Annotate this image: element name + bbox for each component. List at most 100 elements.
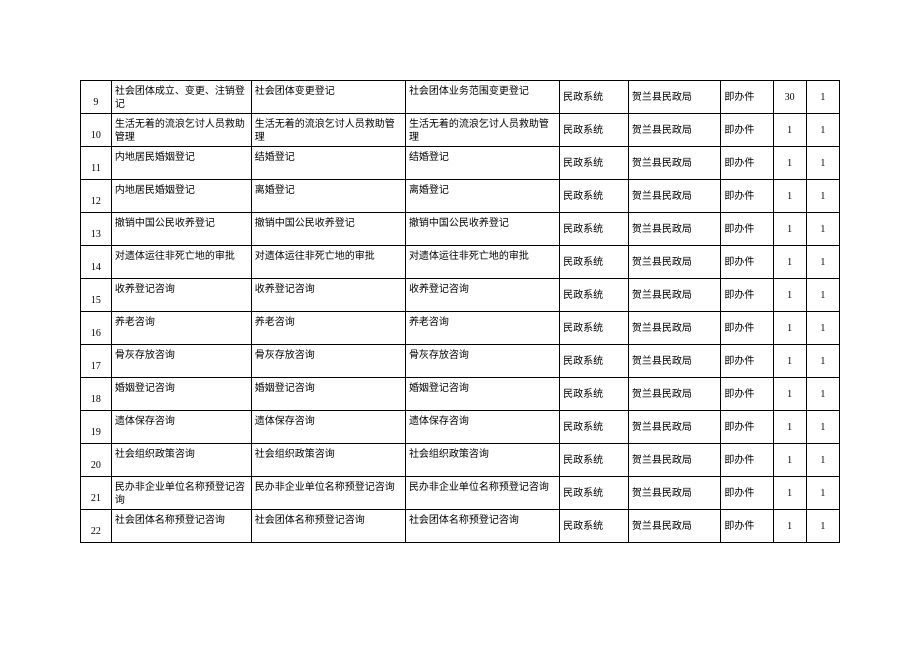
table-row: 14对遗体运往非死亡地的审批对遗体运往非死亡地的审批对遗体运往非死亡地的审批民政… [81, 246, 840, 279]
item-name-1: 骨灰存放咨询 [111, 345, 251, 378]
number-1: 1 [773, 114, 806, 147]
department: 贺兰县民政局 [628, 81, 721, 114]
item-name-1: 内地居民婚姻登记 [111, 147, 251, 180]
number-1: 1 [773, 312, 806, 345]
number-1: 1 [773, 345, 806, 378]
case-type: 即办件 [721, 180, 773, 213]
department: 贺兰县民政局 [628, 444, 721, 477]
department: 贺兰县民政局 [628, 147, 721, 180]
number-2: 1 [806, 246, 839, 279]
system: 民政系统 [560, 477, 629, 510]
system: 民政系统 [560, 213, 629, 246]
system: 民政系统 [560, 411, 629, 444]
number-2: 1 [806, 510, 839, 543]
item-name-1: 民办非企业单位名称预登记咨询 [111, 477, 251, 510]
table-row: 16养老咨询养老咨询养老咨询民政系统贺兰县民政局即办件11 [81, 312, 840, 345]
department: 贺兰县民政局 [628, 378, 721, 411]
number-1: 1 [773, 444, 806, 477]
number-1: 1 [773, 477, 806, 510]
number-2: 1 [806, 114, 839, 147]
item-name-1: 社会团体名称预登记咨询 [111, 510, 251, 543]
item-name-1: 养老咨询 [111, 312, 251, 345]
item-name-1: 撤销中国公民收养登记 [111, 213, 251, 246]
item-name-1: 对遗体运往非死亡地的审批 [111, 246, 251, 279]
row-index: 13 [81, 213, 112, 246]
item-name-3: 遗体保存咨询 [405, 411, 559, 444]
table-body: 9社会团体成立、变更、注销登记社会团体变更登记社会团体业务范围变更登记民政系统贺… [81, 81, 840, 543]
table-row: 21民办非企业单位名称预登记咨询民办非企业单位名称预登记咨询民办非企业单位名称预… [81, 477, 840, 510]
case-type: 即办件 [721, 510, 773, 543]
number-1: 1 [773, 378, 806, 411]
row-index: 12 [81, 180, 112, 213]
system: 民政系统 [560, 147, 629, 180]
item-name-3: 对遗体运往非死亡地的审批 [405, 246, 559, 279]
table-row: 18婚姻登记咨询婚姻登记咨询婚姻登记咨询民政系统贺兰县民政局即办件11 [81, 378, 840, 411]
case-type: 即办件 [721, 345, 773, 378]
row-index: 9 [81, 81, 112, 114]
row-index: 10 [81, 114, 112, 147]
item-name-3: 婚姻登记咨询 [405, 378, 559, 411]
number-1: 1 [773, 180, 806, 213]
item-name-2: 社会团体名称预登记咨询 [251, 510, 405, 543]
case-type: 即办件 [721, 246, 773, 279]
item-name-3: 生活无着的流浪乞讨人员救助管理 [405, 114, 559, 147]
item-name-2: 结婚登记 [251, 147, 405, 180]
item-name-2: 生活无着的流浪乞讨人员救助管理 [251, 114, 405, 147]
number-1: 1 [773, 213, 806, 246]
case-type: 即办件 [721, 114, 773, 147]
item-name-3: 收养登记咨询 [405, 279, 559, 312]
item-name-2: 社会团体变更登记 [251, 81, 405, 114]
item-name-1: 社会组织政策咨询 [111, 444, 251, 477]
item-name-3: 离婚登记 [405, 180, 559, 213]
item-name-2: 婚姻登记咨询 [251, 378, 405, 411]
case-type: 即办件 [721, 213, 773, 246]
department: 贺兰县民政局 [628, 180, 721, 213]
system: 民政系统 [560, 312, 629, 345]
row-index: 21 [81, 477, 112, 510]
case-type: 即办件 [721, 312, 773, 345]
item-name-2: 民办非企业单位名称预登记咨询 [251, 477, 405, 510]
item-name-2: 离婚登记 [251, 180, 405, 213]
item-name-2: 骨灰存放咨询 [251, 345, 405, 378]
department: 贺兰县民政局 [628, 114, 721, 147]
number-2: 1 [806, 81, 839, 114]
number-1: 1 [773, 246, 806, 279]
item-name-3: 骨灰存放咨询 [405, 345, 559, 378]
case-type: 即办件 [721, 411, 773, 444]
department: 贺兰县民政局 [628, 279, 721, 312]
page-container: 9社会团体成立、变更、注销登记社会团体变更登记社会团体业务范围变更登记民政系统贺… [0, 0, 920, 651]
department: 贺兰县民政局 [628, 312, 721, 345]
number-2: 1 [806, 345, 839, 378]
row-index: 22 [81, 510, 112, 543]
case-type: 即办件 [721, 477, 773, 510]
row-index: 14 [81, 246, 112, 279]
number-1: 1 [773, 147, 806, 180]
number-2: 1 [806, 411, 839, 444]
table-row: 15收养登记咨询收养登记咨询收养登记咨询民政系统贺兰县民政局即办件11 [81, 279, 840, 312]
system: 民政系统 [560, 510, 629, 543]
number-2: 1 [806, 279, 839, 312]
table-row: 22社会团体名称预登记咨询社会团体名称预登记咨询社会团体名称预登记咨询民政系统贺… [81, 510, 840, 543]
department: 贺兰县民政局 [628, 246, 721, 279]
number-2: 1 [806, 147, 839, 180]
number-2: 1 [806, 213, 839, 246]
case-type: 即办件 [721, 81, 773, 114]
item-name-1: 内地居民婚姻登记 [111, 180, 251, 213]
number-1: 1 [773, 411, 806, 444]
case-type: 即办件 [721, 378, 773, 411]
department: 贺兰县民政局 [628, 213, 721, 246]
department: 贺兰县民政局 [628, 477, 721, 510]
system: 民政系统 [560, 345, 629, 378]
table-row: 19遗体保存咨询遗体保存咨询遗体保存咨询民政系统贺兰县民政局即办件11 [81, 411, 840, 444]
item-name-2: 遗体保存咨询 [251, 411, 405, 444]
table-row: 20社会组织政策咨询社会组织政策咨询社会组织政策咨询民政系统贺兰县民政局即办件1… [81, 444, 840, 477]
item-name-2: 撤销中国公民收养登记 [251, 213, 405, 246]
row-index: 16 [81, 312, 112, 345]
number-2: 1 [806, 378, 839, 411]
item-name-3: 社会组织政策咨询 [405, 444, 559, 477]
system: 民政系统 [560, 180, 629, 213]
department: 贺兰县民政局 [628, 411, 721, 444]
table-row: 10生活无着的流浪乞讨人员救助管理生活无着的流浪乞讨人员救助管理生活无着的流浪乞… [81, 114, 840, 147]
number-1: 1 [773, 279, 806, 312]
item-name-2: 收养登记咨询 [251, 279, 405, 312]
